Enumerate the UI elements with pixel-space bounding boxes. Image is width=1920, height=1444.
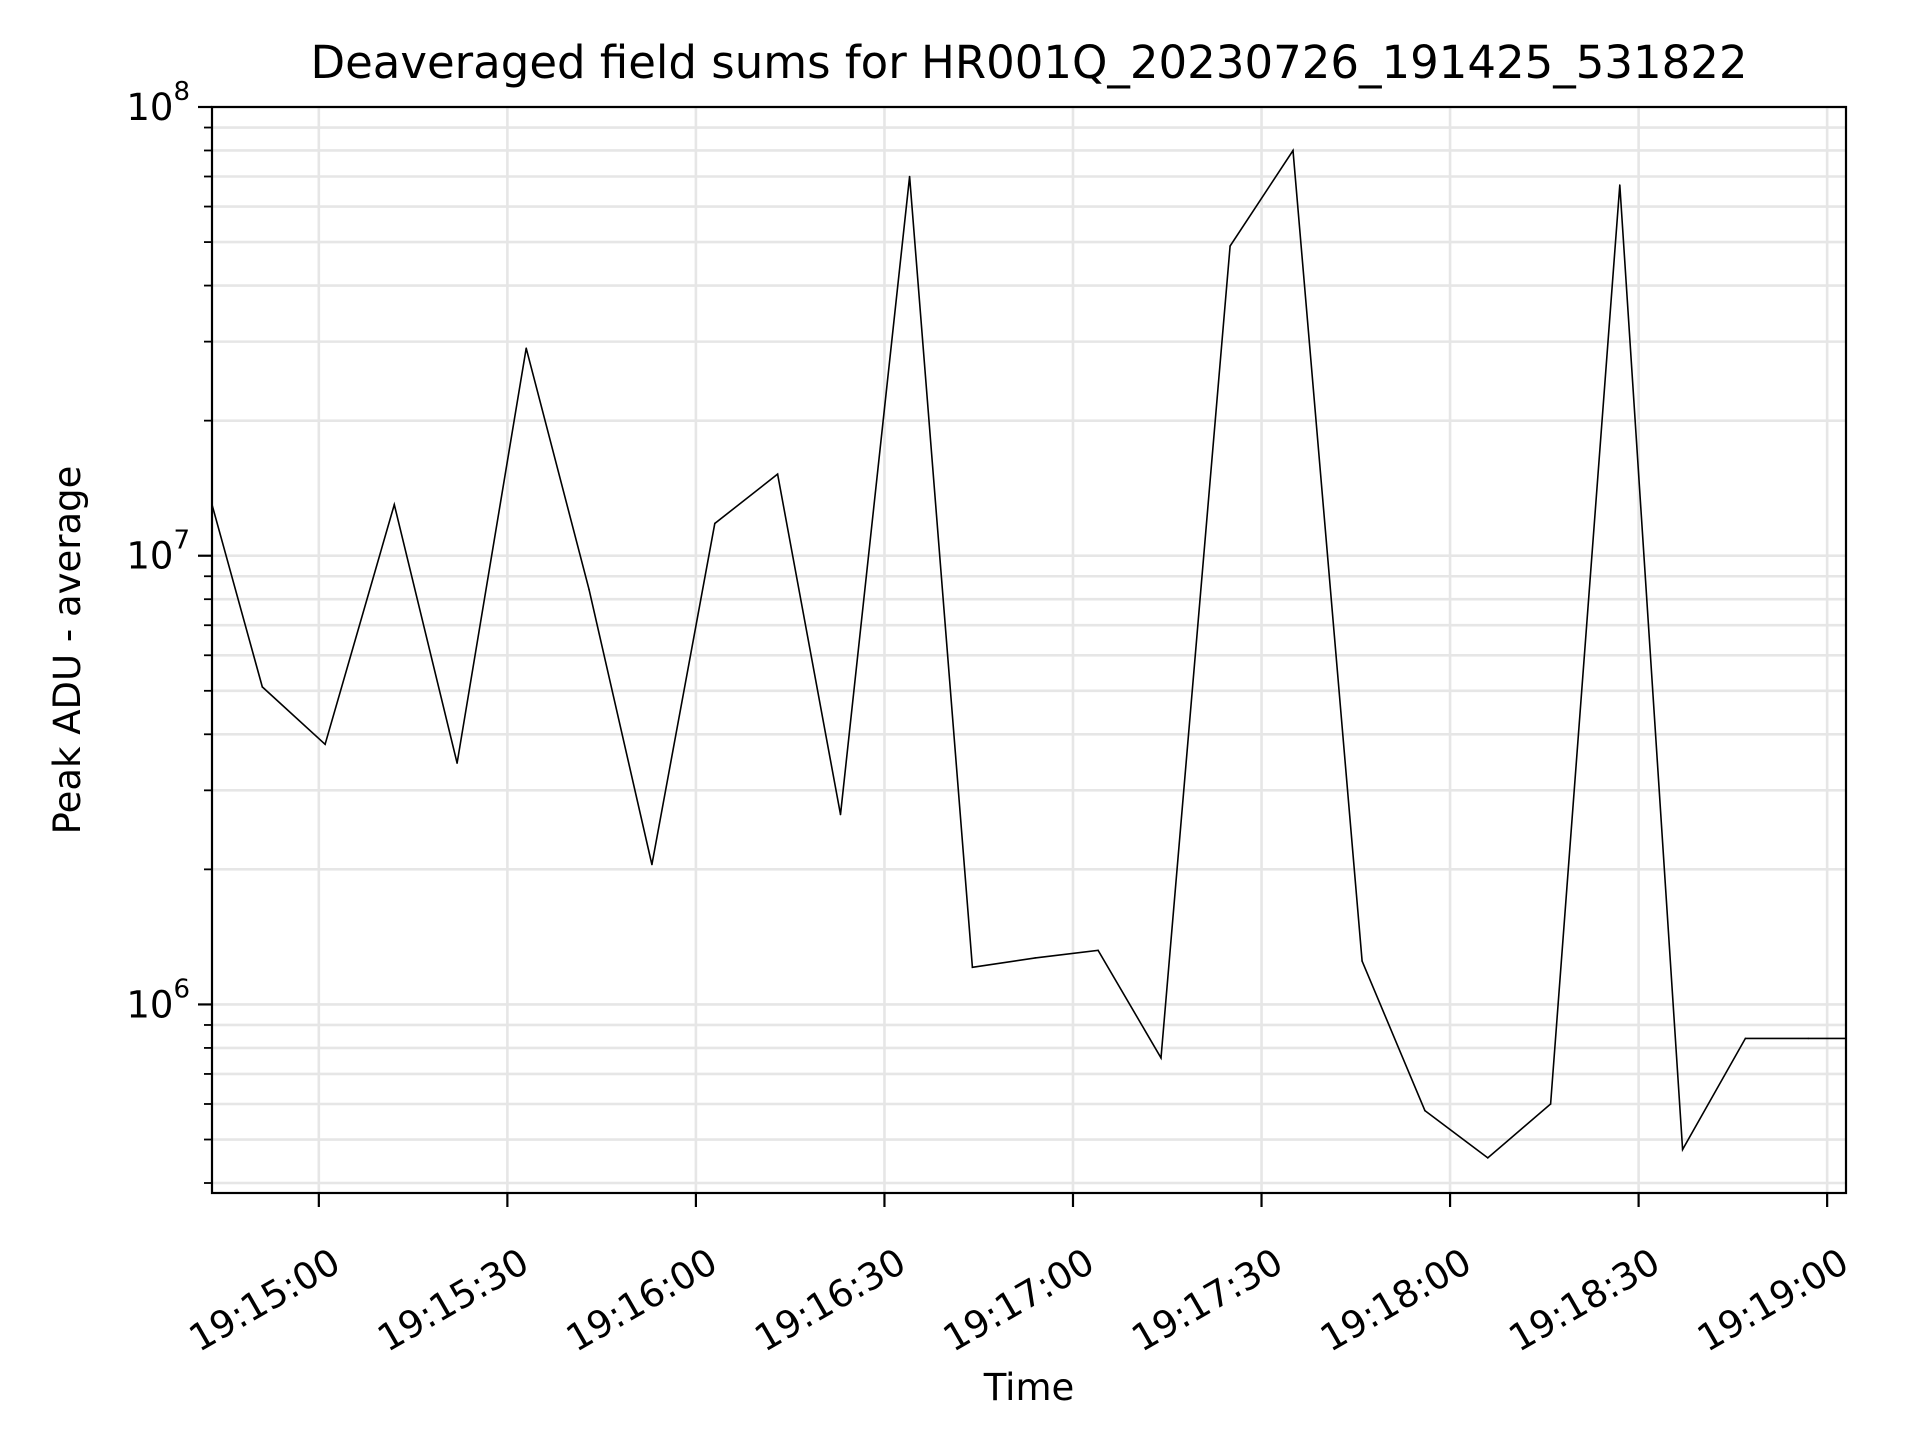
data-point (588, 588, 590, 591)
data-point (1160, 1057, 1162, 1059)
data-point (1424, 1109, 1426, 1112)
y-tick-label: 107 (126, 526, 190, 578)
data-point (839, 813, 842, 816)
ticks-layer: 106 107 108 19:15:00 19:15:30 19:16:00 19:16:3… (126, 77, 1855, 1360)
y-axis-label: Peak ADU - average (46, 466, 89, 835)
data-point (776, 473, 779, 475)
axes-frame (210, 105, 1848, 1195)
data-point (324, 743, 326, 746)
data-point (651, 863, 653, 866)
chart-title: Deaveraged field sums for HR001Q_2023072… (310, 36, 1747, 89)
data-point (393, 503, 396, 506)
x-tick-label: 19:19:00 (1690, 1240, 1855, 1360)
data-point (908, 175, 911, 178)
data-point (1097, 949, 1099, 952)
data-point (1549, 1103, 1552, 1105)
data-point (1681, 1148, 1684, 1151)
data-point (1744, 1037, 1747, 1040)
data-point (713, 522, 716, 525)
data-point (1807, 1037, 1810, 1040)
data-point (1486, 1157, 1489, 1159)
series-layer (211, 148, 1847, 1159)
x-axis-label: Time (983, 1366, 1075, 1409)
x-tick-label: 19:17:30 (1125, 1240, 1290, 1360)
x-tick-label: 19:16:00 (559, 1240, 724, 1360)
x-tick-label: 19:17:00 (936, 1240, 1101, 1360)
data-point (261, 686, 264, 688)
x-tick-label: 19:15:00 (182, 1240, 347, 1360)
data-point (971, 966, 974, 969)
y-tick-label: 108 (126, 77, 190, 129)
data-point (456, 762, 458, 764)
x-tick-label: 19:16:30 (747, 1240, 912, 1360)
x-tick-label: 19:15:30 (370, 1240, 535, 1360)
data-point (1618, 184, 1621, 186)
data-point (525, 347, 528, 350)
x-tick-label: 19:18:00 (1313, 1240, 1478, 1360)
grid-layer (212, 105, 1846, 1193)
x-tick-label: 19:18:30 (1502, 1240, 1667, 1360)
data-point (1361, 960, 1363, 962)
data-point (1034, 957, 1037, 959)
data-point (1292, 149, 1294, 152)
data-point (1229, 245, 1231, 247)
y-tick-label: 106 (126, 974, 190, 1026)
